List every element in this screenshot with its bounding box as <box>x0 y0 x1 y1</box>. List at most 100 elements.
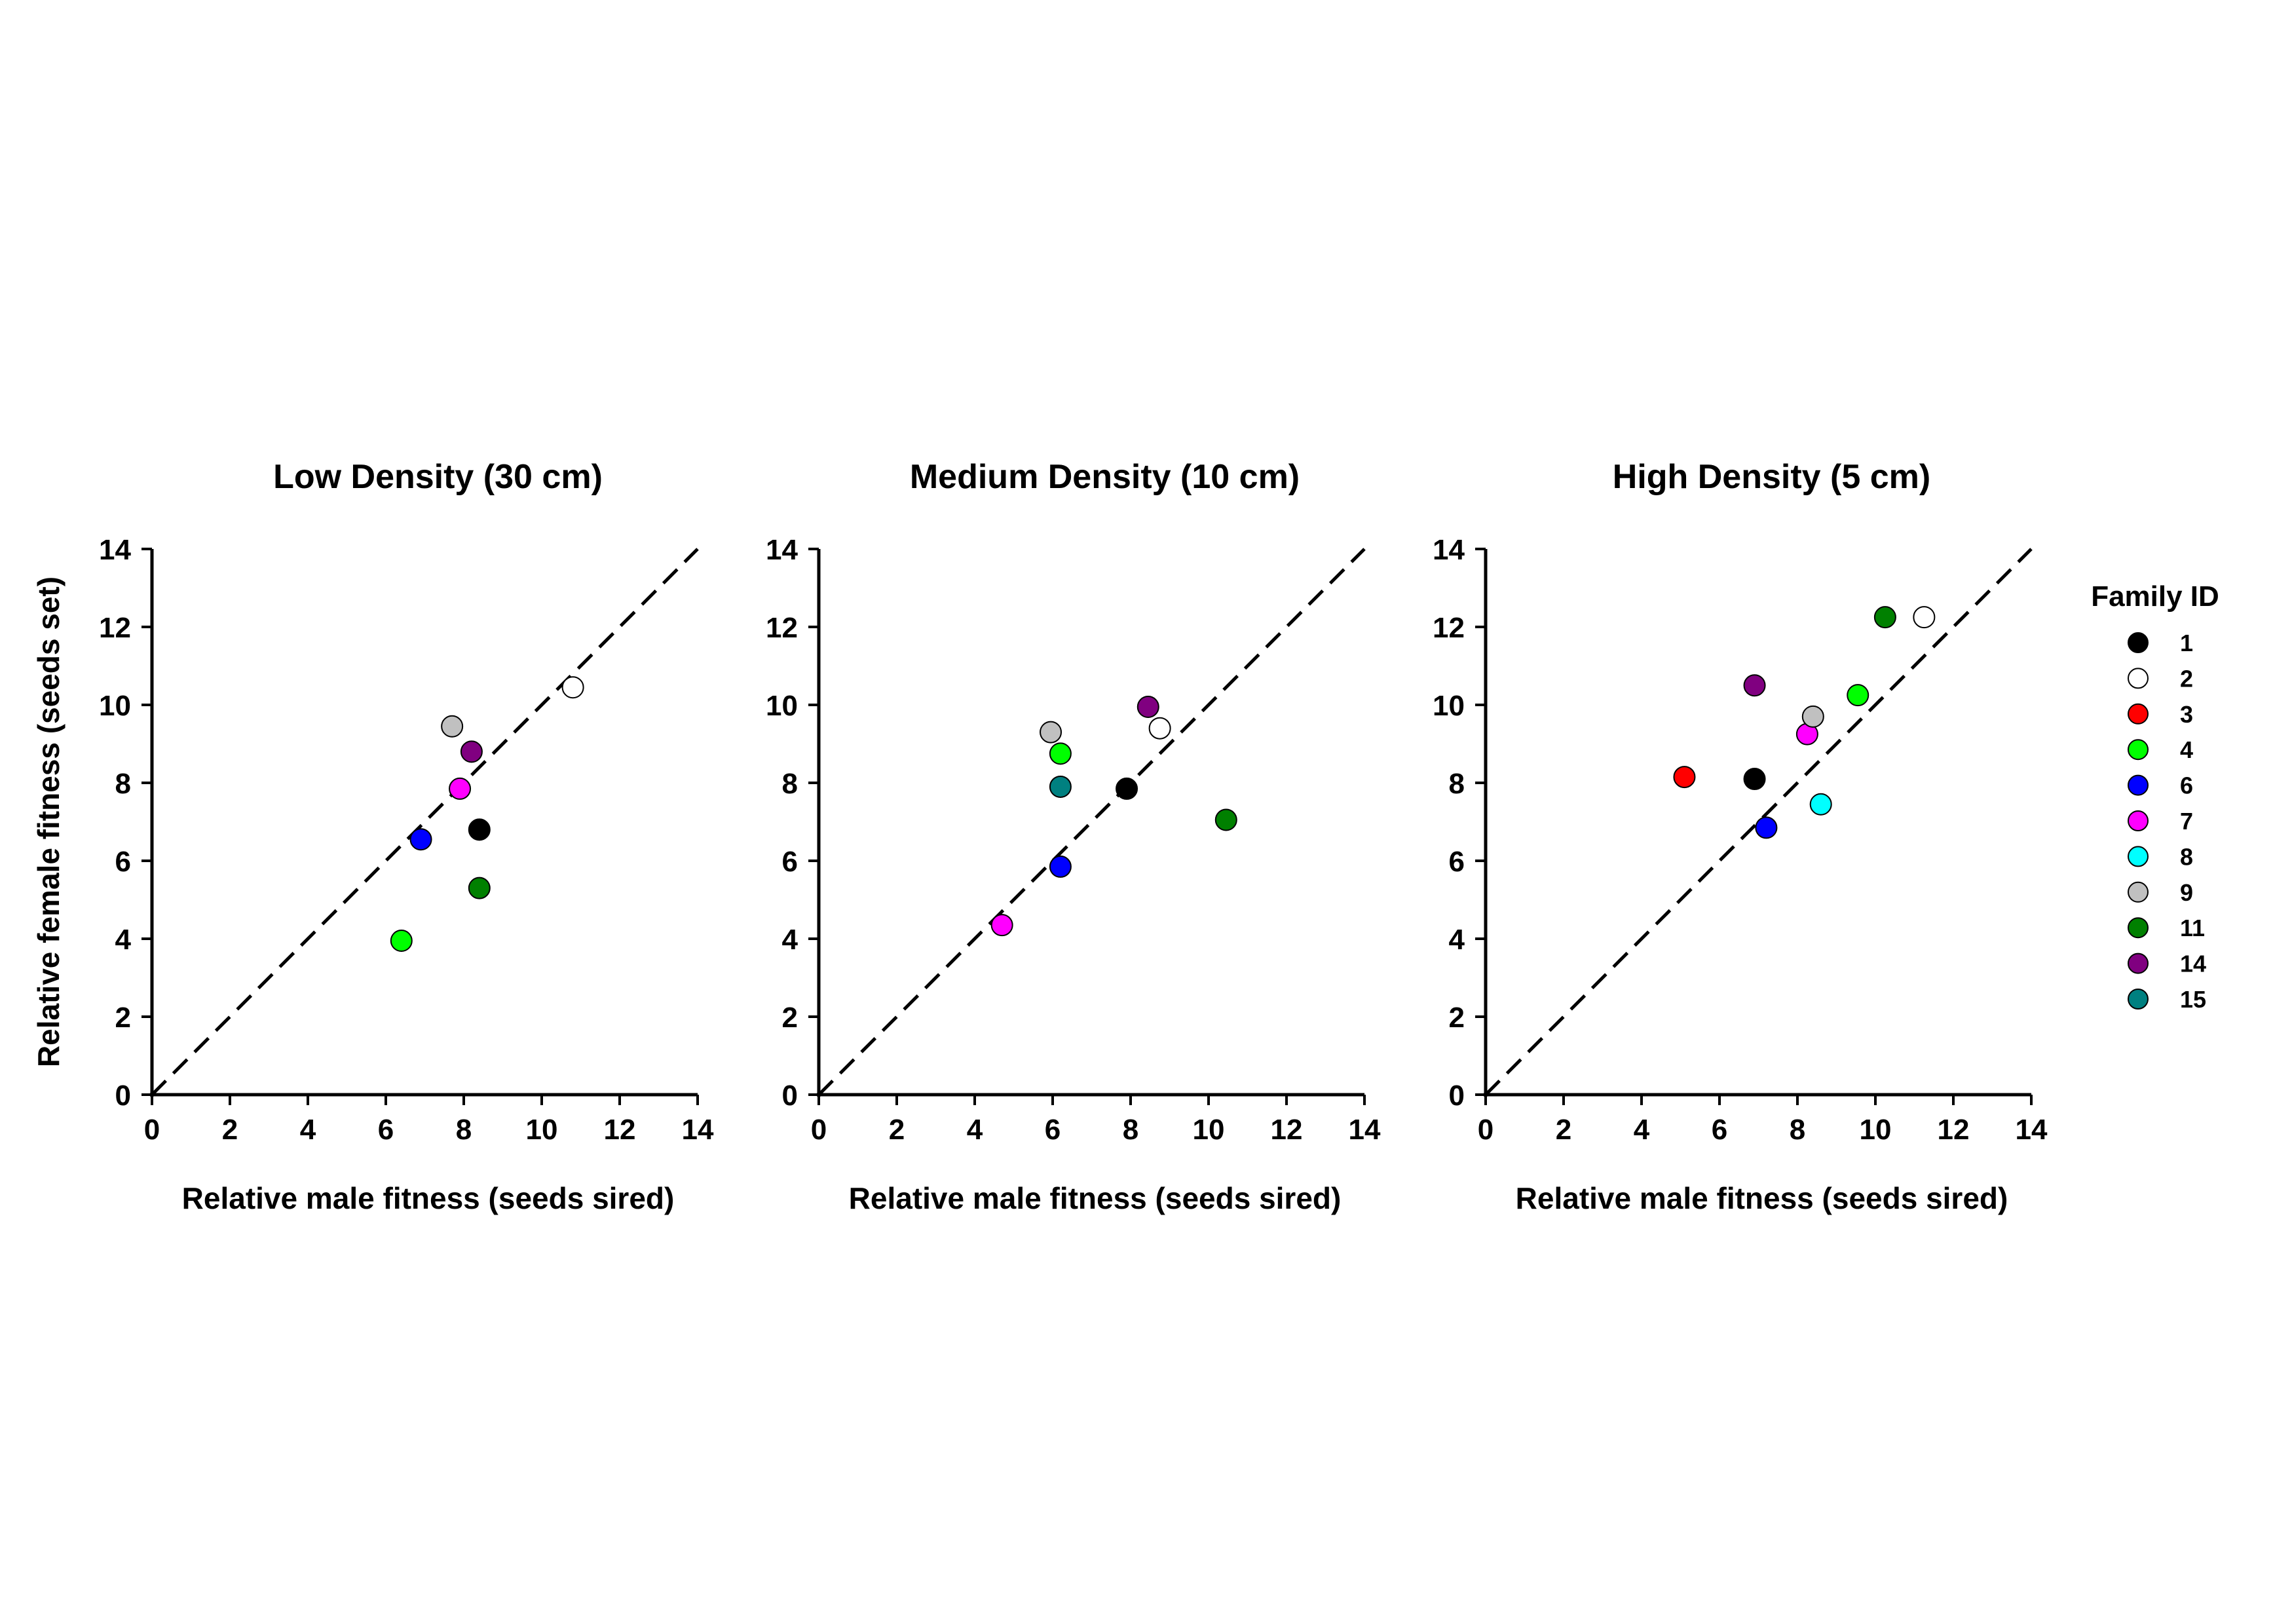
point-family-14 <box>1137 695 1159 718</box>
x-tick-label: 4 <box>300 1114 316 1146</box>
y-tick-label: 12 <box>99 612 131 644</box>
point-family-1 <box>1116 777 1138 800</box>
legend-marker <box>2128 917 2149 939</box>
x-tick-label: 10 <box>526 1114 558 1146</box>
point-family-7 <box>990 914 1013 937</box>
legend-label: 2 <box>2180 665 2193 692</box>
y-tick-label: 2 <box>115 1002 131 1034</box>
legend-item-4: 4 <box>2128 736 2193 763</box>
legend-label: 11 <box>2180 915 2205 941</box>
y-tick-label: 10 <box>1433 690 1465 722</box>
panel-title: Low Density (30 cm) <box>273 458 603 496</box>
x-tick-label: 10 <box>1860 1114 1892 1146</box>
x-tick-label: 12 <box>1271 1114 1303 1146</box>
x-tick-label: 0 <box>811 1114 827 1146</box>
x-tick-label: 14 <box>682 1114 714 1146</box>
legend-item-6: 6 <box>2128 772 2193 799</box>
x-tick-label: 14 <box>1349 1114 1381 1146</box>
legend-item-14: 14 <box>2128 951 2206 977</box>
x-axis-label: Relative male fitness (seeds sired) <box>182 1181 675 1215</box>
y-tick-label: 8 <box>115 768 131 800</box>
point-family-3 <box>1673 766 1696 789</box>
legend-label: 3 <box>2180 701 2193 728</box>
legend: Family ID 1 2 3 4 6 7 8 9 11 14 15 <box>2091 580 2219 1013</box>
point-family-8 <box>1809 793 1832 816</box>
point-family-1 <box>468 818 491 841</box>
legend-marker <box>2128 739 2149 761</box>
point-family-2 <box>561 676 584 699</box>
y-axis-label: Relative female fitness (seeds set) <box>31 576 66 1067</box>
y-tick-label: 6 <box>782 846 798 878</box>
x-tick-label: 6 <box>378 1114 394 1146</box>
x-tick-label: 2 <box>222 1114 238 1146</box>
point-family-2 <box>1148 717 1171 740</box>
legend-label: 15 <box>2180 986 2206 1013</box>
x-tick-label: 4 <box>1634 1114 1650 1146</box>
y-tick-label: 4 <box>1449 924 1465 956</box>
y-tick-label: 2 <box>782 1002 798 1034</box>
y-tick-label: 8 <box>782 768 798 800</box>
panel-2: Medium Density (10 cm) 0 2 4 6 8 10 12 14 0 2 4 6 8 10… <box>766 458 1381 1215</box>
legend-marker <box>2128 774 2149 796</box>
y-tick-label: 10 <box>99 690 131 722</box>
point-family-2 <box>1913 606 1936 629</box>
legend-marker <box>2128 810 2149 831</box>
x-tick-label: 0 <box>1478 1114 1494 1146</box>
legend-marker <box>2128 989 2149 1010</box>
point-family-11 <box>1873 606 1896 629</box>
one-to-one-reference-line <box>817 548 1366 1096</box>
point-family-9 <box>1801 705 1824 728</box>
legend-marker <box>2128 881 2149 903</box>
legend-item-3: 3 <box>2128 701 2193 728</box>
legend-item-2: 2 <box>2128 665 2193 692</box>
point-family-11 <box>1214 808 1237 831</box>
x-axis-label: Relative male fitness (seeds sired) <box>849 1181 1342 1215</box>
x-tick-label: 12 <box>604 1114 636 1146</box>
y-tick-label: 6 <box>1449 846 1465 878</box>
legend-marker <box>2128 668 2149 689</box>
x-tick-label: 8 <box>1123 1114 1138 1146</box>
point-family-4 <box>1847 684 1869 707</box>
legend-item-9: 9 <box>2128 879 2193 906</box>
y-tick-label: 0 <box>782 1080 798 1112</box>
y-tick-label: 8 <box>1449 768 1465 800</box>
panels: Low Density (30 cm) 0 2 4 6 8 10 12 14 0 2 4 6 8 10 12 1… <box>31 458 2048 1215</box>
one-to-one-reference-line <box>1484 548 2033 1096</box>
x-tick-label: 10 <box>1193 1114 1225 1146</box>
y-tick-label: 0 <box>115 1080 131 1112</box>
point-family-9 <box>1040 721 1062 744</box>
point-family-4 <box>1049 742 1072 765</box>
legend-item-15: 15 <box>2128 986 2206 1013</box>
legend-marker <box>2128 953 2149 974</box>
legend-marker <box>2128 632 2149 653</box>
legend-label: 9 <box>2180 879 2193 906</box>
y-tick-label: 12 <box>766 612 798 644</box>
point-family-6 <box>1755 816 1778 839</box>
legend-label: 6 <box>2180 772 2193 799</box>
legend-label: 1 <box>2180 630 2193 656</box>
y-tick-label: 14 <box>766 534 798 566</box>
x-tick-label: 6 <box>1712 1114 1727 1146</box>
panel-title: Medium Density (10 cm) <box>910 458 1300 496</box>
y-tick-label: 12 <box>1433 612 1465 644</box>
legend-label: 4 <box>2180 736 2193 763</box>
legend-item-1: 1 <box>2128 630 2193 656</box>
point-family-11 <box>468 877 491 899</box>
x-tick-label: 12 <box>1938 1114 1970 1146</box>
legend-label: 14 <box>2180 951 2206 977</box>
y-tick-label: 14 <box>1433 534 1465 566</box>
y-tick-label: 4 <box>115 924 132 956</box>
x-tick-label: 6 <box>1045 1114 1061 1146</box>
legend-label: 8 <box>2180 843 2193 870</box>
legend-marker <box>2128 846 2149 867</box>
one-to-one-reference-line <box>151 548 699 1096</box>
legend-item-8: 8 <box>2128 843 2193 870</box>
y-tick-label: 10 <box>766 690 798 722</box>
y-tick-label: 0 <box>1449 1080 1465 1112</box>
x-tick-label: 0 <box>144 1114 160 1146</box>
y-tick-label: 14 <box>99 534 131 566</box>
panel-3: High Density (5 cm) 0 2 4 6 8 10 12 14 0 2 4 6 8 10 12 1… <box>1433 458 2048 1215</box>
x-axis-label: Relative male fitness (seeds sired) <box>1516 1181 2008 1215</box>
y-tick-label: 6 <box>115 846 131 878</box>
